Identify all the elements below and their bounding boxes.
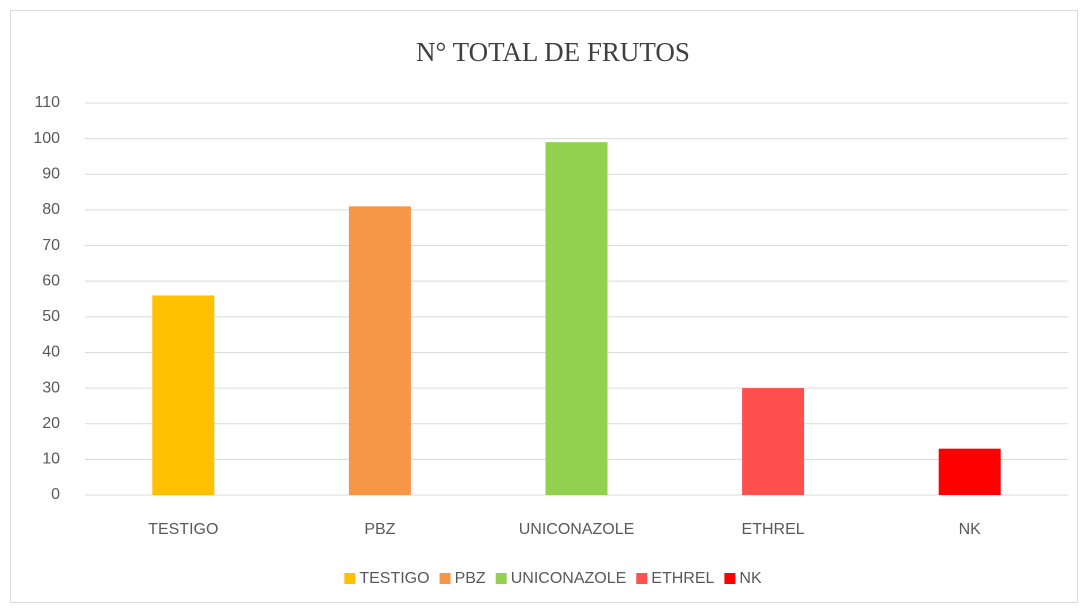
- legend-swatch: [495, 573, 507, 584]
- chart-title: N° TOTAL DE FRUTOS: [416, 37, 690, 67]
- y-tick-label: 110: [34, 94, 60, 111]
- y-tick-label: 20: [42, 415, 60, 432]
- y-tick-label: 30: [42, 379, 60, 396]
- legend-swatch: [724, 573, 736, 584]
- y-tick-label: 50: [42, 308, 60, 325]
- y-tick-label: 70: [42, 237, 60, 254]
- bar: [545, 142, 608, 495]
- legend-swatch: [439, 573, 451, 584]
- y-tick-label: 80: [42, 201, 60, 218]
- bar: [348, 206, 411, 495]
- y-tick-label: 10: [42, 451, 60, 468]
- y-tick-label: 90: [42, 165, 60, 182]
- bar: [742, 388, 805, 495]
- y-tick-label: 40: [42, 344, 60, 361]
- x-tick-label: NK: [959, 521, 982, 538]
- y-tick-label: 60: [42, 272, 60, 289]
- legend-swatch: [636, 573, 648, 584]
- legend-swatch: [344, 573, 356, 584]
- x-tick-label: ETHREL: [742, 521, 805, 538]
- x-tick-label: PBZ: [364, 521, 395, 538]
- x-tick-label: UNICONAZOLE: [519, 521, 635, 538]
- y-tick-label: 100: [33, 130, 60, 147]
- legend-label: PBZ: [455, 570, 486, 587]
- bar: [938, 448, 1001, 495]
- legend-label: ETHREL: [651, 570, 714, 587]
- legend-label: UNICONAZOLE: [511, 570, 627, 587]
- legend-label: NK: [739, 570, 762, 587]
- legend-label: TESTIGO: [359, 570, 429, 587]
- bar: [152, 295, 215, 495]
- x-tick-label: TESTIGO: [148, 521, 218, 538]
- y-tick-label: 0: [51, 486, 60, 503]
